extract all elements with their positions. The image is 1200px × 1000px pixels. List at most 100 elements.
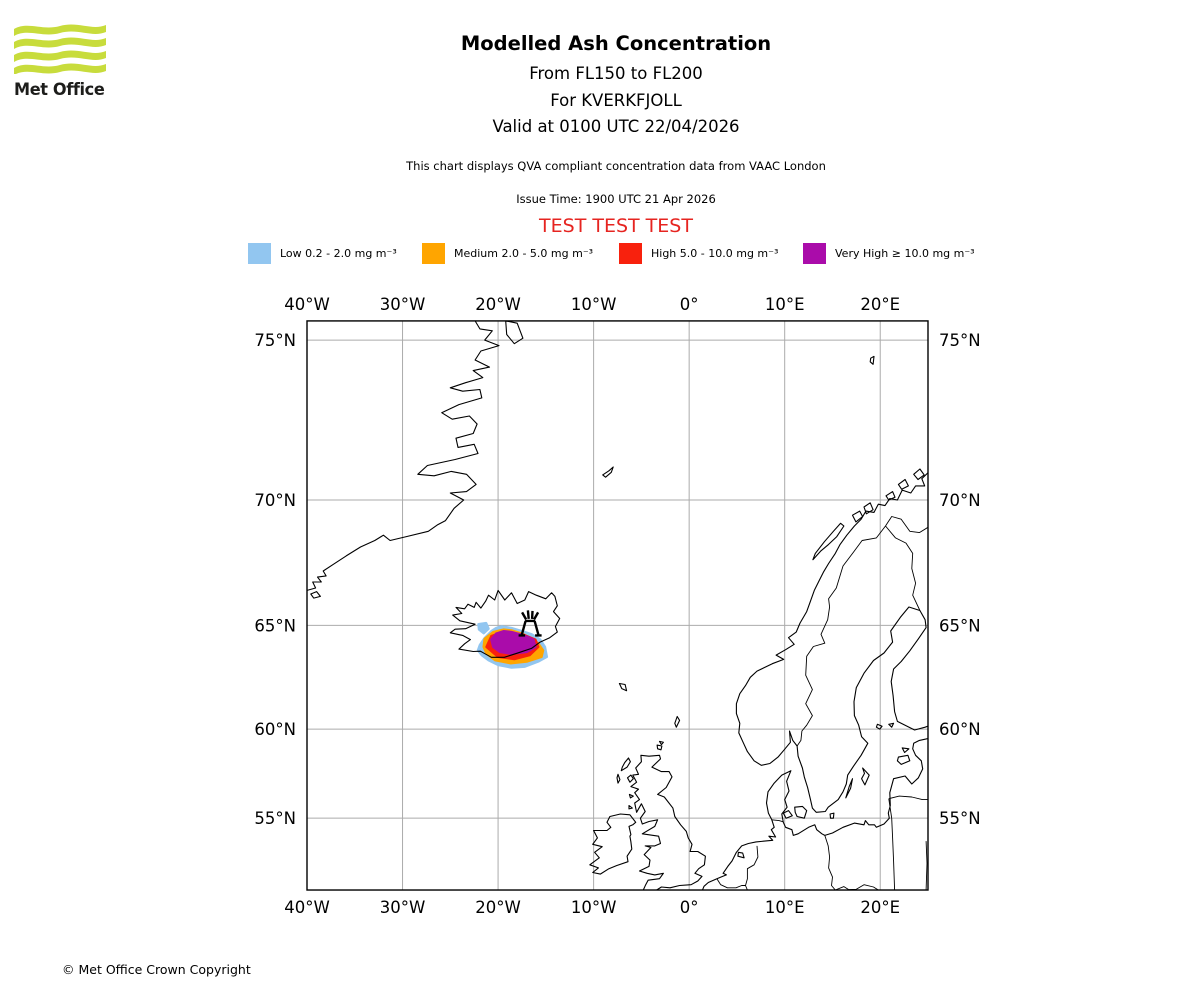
border-belgium-borders	[716, 878, 746, 889]
coastline-oland	[845, 778, 854, 799]
lon-tick-label-top: 30°W	[380, 295, 426, 314]
met-office-logo: Met Office	[14, 20, 124, 100]
legend-item-high: High 5.0 - 10.0 mg m⁻³	[619, 242, 778, 264]
coastlines	[307, 320, 928, 891]
met-office-logo-text: Met Office	[14, 80, 105, 100]
volcano-marker-icon	[518, 610, 542, 637]
lat-tick-label-left: 65°N	[254, 616, 296, 635]
country-borders	[716, 516, 928, 891]
met-office-waves-icon	[14, 24, 106, 74]
lon-tick-label-top: 20°E	[860, 295, 900, 314]
border-latvia-lithuania	[888, 795, 928, 801]
ash-contour-very-high	[490, 629, 537, 655]
lon-tick-label-top: 0°	[680, 295, 699, 314]
lon-tick-label-bottom: 30°W	[380, 898, 426, 917]
lat-tick-label-left: 60°N	[254, 720, 296, 739]
lat-tick-label-left: 75°N	[254, 331, 296, 350]
legend-item-very-high: Very High ≥ 10.0 mg m⁻³	[803, 242, 975, 264]
border-germany-poland	[824, 835, 836, 891]
lat-tick-label-right: 70°N	[939, 491, 981, 510]
legend-item-medium: Medium 2.0 - 5.0 mg m⁻³	[422, 242, 593, 264]
lon-tick-label-bottom: 20°W	[475, 898, 521, 917]
wave-stripe	[14, 63, 106, 74]
coastline-lofoten	[812, 522, 845, 561]
lon-tick-label-top: 20°W	[475, 295, 521, 314]
border-denmark-germany	[771, 819, 784, 823]
issue-time: Issue Time: 1900 UTC 21 Apr 2026	[516, 192, 716, 206]
test-banner: TEST TEST TEST	[539, 215, 693, 237]
coastline-greenland	[307, 320, 500, 591]
chart-title: Modelled Ash Concentration	[460, 32, 772, 55]
coastline-orkney	[656, 744, 663, 751]
lon-tick-label-top: 40°W	[284, 295, 330, 314]
coastline-funen	[782, 810, 793, 819]
coastline-great-britain	[630, 754, 706, 891]
coastline-faroe-islands	[618, 682, 628, 692]
coastline-saaremaa	[896, 754, 911, 765]
coastline-hebrides-uist	[616, 773, 621, 784]
legend-item-low: Low 0.2 - 2.0 mg m⁻³	[248, 242, 397, 264]
coastline-soroya	[897, 478, 909, 490]
border-norway-sweden	[796, 525, 886, 747]
coastline-mageroya	[913, 468, 925, 481]
coastline-bornholm	[829, 812, 835, 819]
legend-label-high: High 5.0 - 10.0 mg m⁻³	[651, 246, 779, 260]
coastline-zealand	[794, 805, 808, 819]
coastline-aland	[875, 723, 883, 730]
coastline-archipelago-sea	[888, 722, 895, 728]
coastline-ijsselmeer	[737, 851, 745, 859]
lat-tick-label-right: 65°N	[939, 616, 981, 635]
coastline-hebrides-islay	[628, 804, 633, 810]
lat-tick-label-left: 55°N	[254, 809, 296, 828]
lon-tick-label-top: 10°E	[765, 295, 805, 314]
coastline-greenland-islet	[310, 591, 321, 599]
coastline-greenland-island	[505, 320, 524, 345]
wave-stripe	[14, 24, 106, 36]
volcano-glyph	[518, 610, 542, 637]
legend-label-medium: Medium 2.0 - 5.0 mg m⁻³	[454, 246, 594, 260]
border-sweden-finland	[885, 525, 921, 611]
coastline-scandinavia-coast	[735, 472, 928, 813]
coastline-senja	[851, 510, 864, 523]
lon-tick-label-bottom: 10°E	[765, 898, 805, 917]
coastline-ireland	[589, 813, 637, 875]
coastline-hebrides-mull	[628, 793, 634, 799]
coastline-hebrides-skye	[626, 774, 634, 783]
coastline-gotland	[861, 767, 870, 786]
legend-label-very-high: Very High ≥ 10.0 mg m⁻³	[835, 246, 975, 260]
flight-level-subtitle: From FL150 to FL200	[529, 64, 703, 83]
axis-labels: 40°W 40°W 30°W 30°W 20°W 20°W 10°W 10°W 0° 0° 10°E…	[254, 295, 980, 917]
coastline-hebrides-lewis	[620, 757, 631, 772]
lon-tick-label-bottom: 20°E	[860, 898, 900, 917]
wave-stripe	[14, 37, 106, 49]
copyright-text: © Met Office Crown Copyright	[62, 962, 251, 977]
coastline-troms-isle	[885, 491, 896, 501]
legend-swatch-very-high	[803, 242, 826, 264]
border-lithuania-east	[925, 841, 928, 891]
volcano-subtitle: For KVERKFJOLL	[550, 91, 682, 110]
coastline-bear-island	[869, 355, 875, 365]
map-frame	[306, 320, 929, 891]
lat-tick-label-left: 70°N	[254, 491, 296, 510]
lon-tick-label-top: 10°W	[571, 295, 617, 314]
border-poland-east	[888, 798, 896, 891]
coastline-iceland	[449, 589, 561, 658]
lat-tick-label-right: 75°N	[939, 331, 981, 350]
legend-label-low: Low 0.2 - 2.0 mg m⁻³	[280, 246, 397, 260]
border-norway-finland	[885, 516, 928, 534]
lat-tick-label-right: 55°N	[939, 809, 981, 828]
qva-description: This chart displays QVA compliant concen…	[406, 159, 826, 173]
wave-stripe	[14, 50, 106, 62]
coastline-shetland	[674, 715, 681, 728]
lon-tick-label-bottom: 10°W	[571, 898, 617, 917]
valid-time-subtitle: Valid at 0100 UTC 22/04/2026	[492, 117, 740, 136]
legend-swatch-low	[248, 242, 271, 264]
border-germany-netherlands	[745, 845, 759, 891]
coastline-kvaloya	[863, 502, 874, 515]
coastline-baltic-south-coast	[701, 738, 928, 891]
lat-tick-label-right: 60°N	[939, 720, 981, 739]
lon-tick-label-bottom: 0°	[680, 898, 699, 917]
legend-swatch-high	[619, 242, 642, 264]
